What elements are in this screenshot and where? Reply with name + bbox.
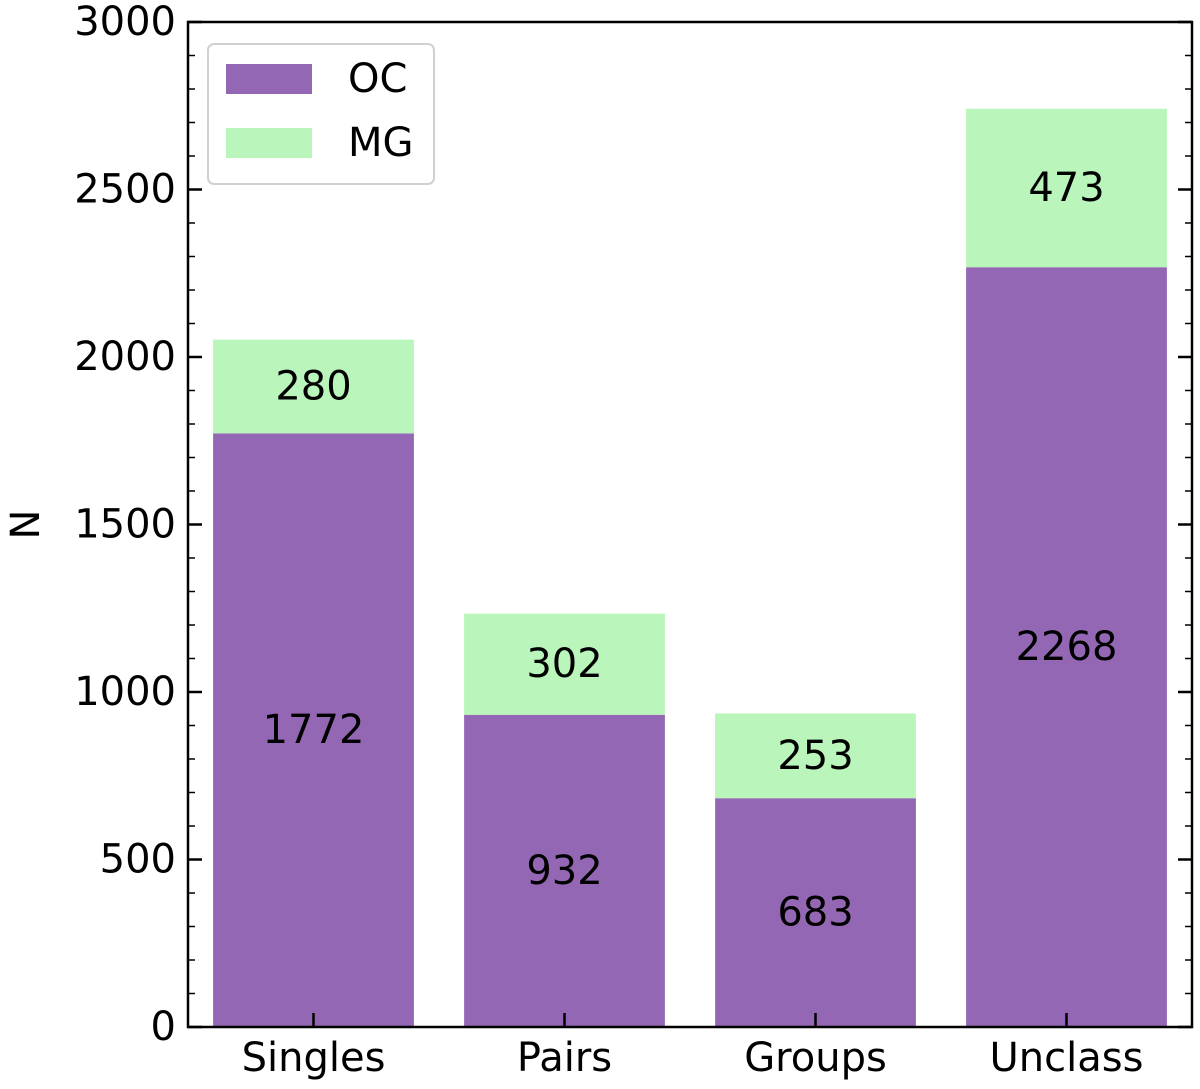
x-tick-label: Singles bbox=[242, 1035, 386, 1081]
bar-oc-unclass bbox=[966, 267, 1167, 1028]
legend-swatch-mg bbox=[226, 128, 312, 158]
y-tick-label: 3000 bbox=[74, 0, 176, 45]
bar-label-mg-singles: 280 bbox=[275, 363, 351, 409]
bar-mg-unclass bbox=[966, 108, 1167, 268]
y-axis-label: N bbox=[3, 510, 49, 540]
bars-layer bbox=[213, 108, 1167, 1028]
x-tick-label: Pairs bbox=[517, 1035, 612, 1081]
y-tick-label: 0 bbox=[151, 1004, 176, 1050]
bar-label-mg-unclass: 473 bbox=[1028, 165, 1104, 211]
bar-mg-groups bbox=[715, 713, 916, 799]
y-axis-ticks: 0 500 1000 1500 2000 2500 3000 bbox=[74, 0, 1192, 1050]
x-tick-label: Groups bbox=[744, 1035, 887, 1081]
bar-label-oc-singles: 1772 bbox=[263, 707, 365, 753]
y-tick-label: 2000 bbox=[74, 334, 176, 380]
bar-value-labels: 1772 280 932 302 683 253 2268 473 bbox=[263, 165, 1118, 936]
x-tick-label: Unclass bbox=[990, 1035, 1144, 1081]
y-tick-label: 2500 bbox=[74, 167, 176, 213]
x-axis-ticks: Singles Pairs Groups Unclass bbox=[242, 1013, 1144, 1081]
y-tick-label: 500 bbox=[100, 837, 176, 883]
bar-label-oc-groups: 683 bbox=[777, 890, 853, 936]
bar-label-mg-pairs: 302 bbox=[526, 641, 602, 687]
bar-label-oc-pairs: 932 bbox=[526, 848, 602, 894]
bar-mg-singles bbox=[213, 339, 414, 434]
bar-label-mg-groups: 253 bbox=[777, 733, 853, 779]
legend-label-oc: OC bbox=[348, 56, 407, 102]
bar-mg-pairs bbox=[464, 613, 665, 715]
legend-swatch-oc bbox=[226, 64, 312, 94]
bar-label-oc-unclass: 2268 bbox=[1016, 624, 1118, 670]
bar-oc-pairs bbox=[464, 714, 665, 1027]
bar-oc-singles bbox=[213, 433, 414, 1027]
y-tick-label: 1000 bbox=[74, 669, 176, 715]
bar-oc-groups bbox=[715, 798, 916, 1027]
legend: OC MG bbox=[207, 43, 435, 185]
legend-label-mg: MG bbox=[348, 120, 414, 166]
y-tick-label: 1500 bbox=[74, 502, 176, 548]
